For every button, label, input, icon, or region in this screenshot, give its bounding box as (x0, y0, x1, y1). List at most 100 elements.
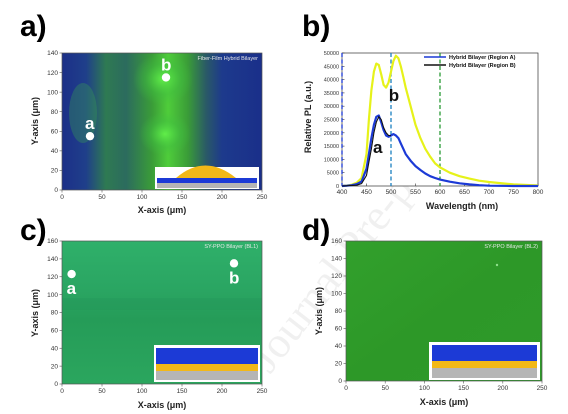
y-tick-label: 140 (331, 256, 342, 263)
y-tick-label: 40 (335, 343, 343, 350)
y-tick-label: 100 (47, 89, 58, 96)
legend-item-region-a: Hybrid Bilayer (Region A) (449, 55, 516, 61)
panel-label-c: c) (20, 214, 47, 247)
y-tick-label: 20 (51, 168, 59, 175)
panel-c-map: SY-PPO Bilayer (BL1) (62, 241, 262, 384)
y-tick-label: 60 (51, 328, 59, 335)
point-label-a: a (67, 279, 77, 298)
map-a-glow-left (69, 83, 97, 143)
panel-c-axes: 0 50 100 150 200 250 0 20 40 60 80 100 120 140 160 a b (47, 238, 268, 395)
annotation-a: a (373, 138, 383, 157)
map-a-inset (155, 165, 259, 189)
map-c-band (62, 298, 262, 310)
series-line-region-b (341, 54, 539, 188)
y-tick-label: 10000 (324, 157, 339, 163)
y-tick-label: 120 (47, 70, 58, 77)
x-tick-label: 250 (257, 388, 268, 395)
panel-a-ylabel: Y-axis (μm) (30, 97, 40, 145)
series-line-region-a (341, 114, 538, 188)
x-tick-label: 250 (537, 385, 548, 392)
y-tick-label: 0 (54, 187, 58, 194)
series-line-black (341, 115, 391, 187)
y-tick-label: 160 (331, 238, 342, 245)
panel-d-ylabel: Y-axis (μm) (314, 287, 324, 335)
x-tick-label: 0 (344, 385, 348, 392)
y-tick-label: 80 (335, 308, 343, 315)
y-tick-label: 0 (338, 378, 342, 385)
point-label-b: b (161, 55, 171, 74)
map-frame (61, 52, 263, 191)
point-label-b: b (229, 268, 239, 287)
map-c-inset (154, 345, 260, 382)
x-tick-label: 200 (217, 194, 228, 201)
map-d-inset (429, 342, 540, 380)
y-tick-label: 120 (47, 274, 58, 281)
panel-d-axes: 0 50 100 150 200 250 0 20 40 60 80 100 120 140 160 (331, 238, 548, 392)
panel-d-map: SY-PPO Bilayer (BL2) (346, 241, 542, 381)
x-tick-label: 50 (98, 388, 106, 395)
x-tick-label: 500 (386, 189, 397, 196)
panel-b-legend: Hybrid Bilayer (Region A) Hybrid Bilayer… (424, 55, 516, 69)
y-tick-label: 140 (47, 50, 58, 57)
y-tick-label: 20000 (324, 131, 339, 137)
y-tick-label: 100 (47, 292, 58, 299)
y-tick-label: 5000 (327, 171, 339, 177)
map-d-speck (495, 263, 499, 267)
x-tick-label: 650 (459, 189, 470, 196)
y-tick-label: 25000 (324, 118, 339, 124)
y-tick-label: 80 (51, 109, 59, 116)
y-tick-label: 0 (336, 184, 339, 190)
map-a-title: Fiber-Film Hybrid Bilayer (197, 56, 258, 62)
x-tick-label: 600 (435, 189, 446, 196)
panel-b-xlabel: Wavelength (nm) (426, 201, 498, 211)
point-marker-a (67, 269, 76, 279)
point-marker-a (85, 131, 95, 141)
y-tick-label: 35000 (324, 91, 339, 97)
map-d-title: SY-PPO Bilayer (BL2) (484, 244, 538, 250)
y-tick-label: 40 (51, 345, 59, 352)
map-c-title: SY-PPO Bilayer (BL1) (204, 244, 258, 250)
y-tick-label: 30000 (324, 104, 339, 110)
y-tick-label: 60 (51, 128, 59, 135)
map-a-glow-mid (139, 112, 191, 156)
panel-b-ylabel: Relative PL (a.u.) (303, 81, 313, 153)
y-tick-label: 100 (331, 291, 342, 298)
x-tick-label: 550 (410, 189, 421, 196)
panel-label-a: a) (20, 10, 47, 43)
y-tick-label: 20 (51, 363, 59, 370)
legend-item-region-b: Hybrid Bilayer (Region B) (449, 63, 516, 69)
x-tick-label: 0 (60, 388, 64, 395)
x-tick-label: 100 (137, 388, 148, 395)
x-tick-label: 250 (257, 194, 268, 201)
panel-a-xlabel: X-axis (μm) (138, 205, 187, 215)
point-marker-b (229, 259, 239, 268)
panel-b-plot: 400 450 500 550 600 650 700 750 800 0 5000 10000 150… (324, 51, 544, 196)
panel-d-xlabel: X-axis (μm) (420, 397, 469, 407)
panel-label-b: b) (302, 10, 330, 43)
x-tick-label: 450 (361, 189, 372, 196)
x-tick-label: 800 (533, 189, 544, 196)
x-tick-label: 150 (458, 385, 469, 392)
x-tick-label: 150 (177, 194, 188, 201)
y-tick-label: 160 (47, 238, 58, 245)
panel-c-xlabel: X-axis (μm) (138, 400, 187, 410)
y-tick-label: 15000 (324, 144, 339, 150)
point-marker-b (161, 73, 171, 82)
y-tick-label: 40 (51, 148, 59, 155)
x-tick-label: 150 (177, 388, 188, 395)
x-tick-label: 50 (382, 385, 390, 392)
x-tick-label: 0 (60, 194, 64, 201)
y-tick-label: 50000 (324, 51, 339, 57)
panel-a-map: Fiber-Film Hybrid Bilayer (62, 53, 262, 190)
y-tick-label: 60 (335, 326, 343, 333)
x-tick-label: 200 (497, 385, 508, 392)
x-tick-label: 750 (508, 189, 519, 196)
y-tick-label: 0 (54, 381, 58, 388)
annotation-b: b (389, 86, 399, 105)
y-tick-label: 40000 (324, 78, 339, 84)
x-tick-label: 200 (217, 388, 228, 395)
y-tick-label: 120 (331, 273, 342, 280)
panel-c-ylabel: Y-axis (μm) (30, 289, 40, 337)
y-tick-label: 20 (335, 361, 343, 368)
y-tick-label: 45000 (324, 64, 339, 70)
